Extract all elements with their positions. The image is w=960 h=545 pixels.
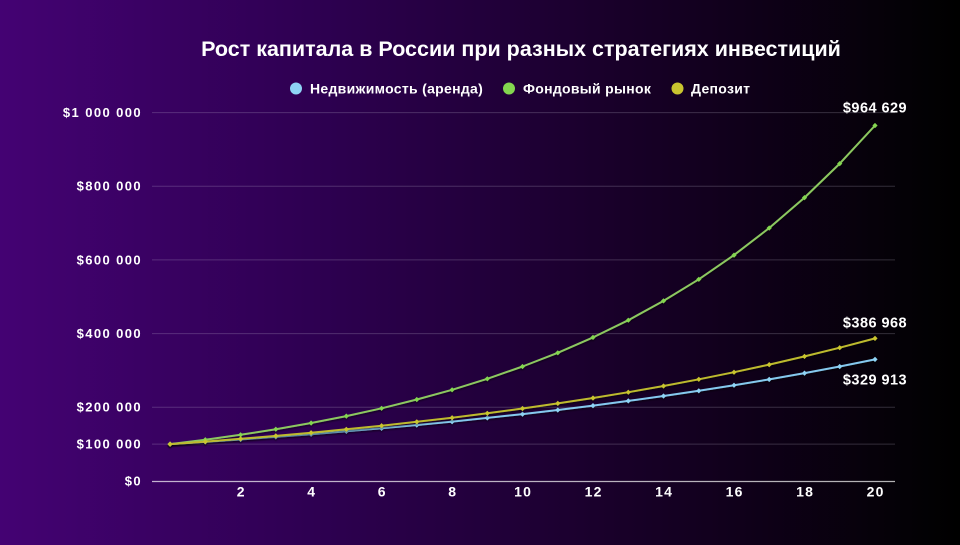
svg-text:$600 000: $600 000 bbox=[77, 252, 142, 267]
svg-text:Депозит: Депозит bbox=[691, 81, 750, 97]
svg-text:$800 000: $800 000 bbox=[77, 179, 142, 194]
svg-text:$200 000: $200 000 bbox=[77, 400, 142, 415]
svg-text:20: 20 bbox=[867, 484, 885, 500]
svg-text:$1 000 000: $1 000 000 bbox=[63, 105, 142, 120]
svg-text:$0: $0 bbox=[125, 473, 142, 488]
svg-text:Недвижимость (аренда): Недвижимость (аренда) bbox=[310, 81, 483, 97]
svg-text:6: 6 bbox=[378, 484, 387, 500]
svg-text:8: 8 bbox=[448, 484, 457, 500]
svg-text:$100 000: $100 000 bbox=[77, 437, 142, 452]
svg-text:18: 18 bbox=[796, 484, 814, 500]
svg-text:14: 14 bbox=[655, 484, 673, 500]
svg-text:$329 913: $329 913 bbox=[843, 372, 907, 388]
svg-text:12: 12 bbox=[585, 484, 603, 500]
svg-text:4: 4 bbox=[307, 484, 316, 500]
svg-text:$400 000: $400 000 bbox=[77, 326, 142, 341]
svg-text:10: 10 bbox=[514, 484, 532, 500]
svg-text:Рост капитала в России при раз: Рост капитала в России при разных страте… bbox=[201, 37, 841, 61]
svg-text:2: 2 bbox=[237, 484, 246, 500]
svg-text:$386 968: $386 968 bbox=[843, 315, 907, 331]
svg-text:Фондовый рынок: Фондовый рынок bbox=[523, 81, 652, 97]
svg-text:16: 16 bbox=[726, 484, 744, 500]
svg-text:$964 629: $964 629 bbox=[843, 101, 907, 117]
